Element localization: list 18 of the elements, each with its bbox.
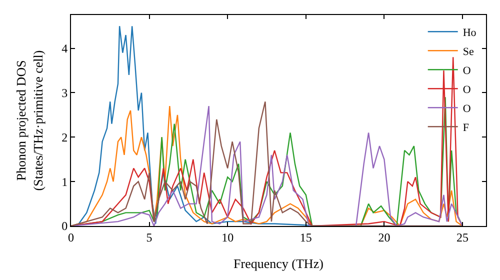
x-tick-label: 20 <box>378 230 390 244</box>
x-tick-label: 25 <box>456 230 469 244</box>
x-tick-label: 15 <box>300 230 312 244</box>
y-tick-label: 3 <box>62 86 68 100</box>
x-tick-label: 5 <box>146 230 152 244</box>
y-axis-title: Phonon projected DOS (States/THz·primitive cell) <box>14 50 46 191</box>
y-tick-label: 2 <box>62 130 68 144</box>
y-tick-label: 4 <box>62 42 68 56</box>
legend-label: O <box>462 64 471 77</box>
y-tick-label: 1 <box>62 174 68 189</box>
legend-label: O <box>462 84 471 96</box>
legend-label: Se <box>462 46 474 58</box>
legend-label: Ho <box>462 26 477 39</box>
x-tick-label: 10 <box>222 230 234 244</box>
legend-label: O <box>462 102 471 115</box>
y-tick-label: 0 <box>62 219 68 234</box>
x-axis-title: Frequency (THz) <box>234 256 324 271</box>
legend-label: F <box>462 122 469 134</box>
